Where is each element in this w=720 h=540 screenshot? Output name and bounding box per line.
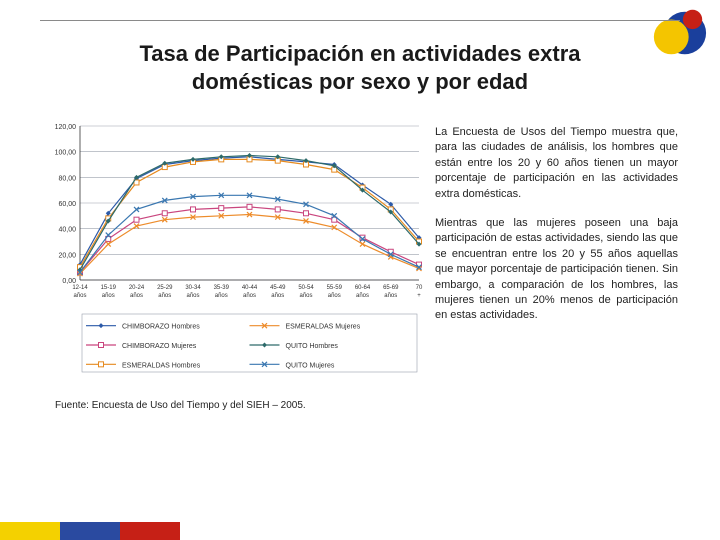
svg-text:0,00: 0,00 [62, 278, 76, 285]
svg-text:15-19: 15-19 [101, 285, 117, 291]
svg-text:años: años [73, 293, 86, 299]
svg-text:+: + [417, 293, 421, 299]
svg-text:70: 70 [416, 285, 423, 291]
svg-text:años: años [271, 293, 284, 299]
svg-text:CHIMBORAZO Hombres: CHIMBORAZO Hombres [122, 324, 200, 331]
paragraph-1: La Encuesta de Usos del Tiempo muestra q… [435, 125, 678, 202]
footer-blue [60, 522, 120, 540]
participation-chart: 0,00 20,00 40,00 60,00 80,00 100,00 120,00 12-1… [40, 120, 425, 380]
svg-text:25-29: 25-29 [157, 285, 173, 291]
svg-text:20-24: 20-24 [129, 285, 145, 291]
svg-text:años: años [299, 293, 312, 299]
svg-text:60-64: 60-64 [355, 285, 371, 291]
svg-text:años: años [356, 293, 369, 299]
svg-text:40,00: 40,00 [58, 227, 76, 234]
title-line1: Tasa de Participación en actividades ext… [139, 41, 580, 66]
svg-text:años: años [328, 293, 341, 299]
svg-text:años: años [158, 293, 171, 299]
svg-text:QUITO Hombres: QUITO Hombres [286, 343, 339, 350]
svg-text:años: años [215, 293, 228, 299]
svg-text:60,00: 60,00 [58, 201, 76, 208]
top-divider [40, 20, 680, 21]
footer-red [120, 522, 180, 540]
paragraph-2: Mientras que las mujeres poseen una baja… [435, 216, 678, 324]
svg-text:55-59: 55-59 [327, 285, 343, 291]
svg-text:65-69: 65-69 [383, 285, 399, 291]
svg-text:años: años [102, 293, 115, 299]
svg-text:30-34: 30-34 [185, 285, 201, 291]
title-line2: domésticas por sexo y por edad [192, 69, 528, 94]
svg-text:años: años [186, 293, 199, 299]
svg-text:QUITO Mujeres: QUITO Mujeres [286, 362, 335, 369]
svg-text:años: años [130, 293, 143, 299]
page-title: Tasa de Participación en actividades ext… [0, 40, 720, 95]
source-citation: Fuente: Encuesta de Uso del Tiempo y del… [55, 400, 306, 411]
body-text: La Encuesta de Usos del Tiempo muestra q… [435, 125, 678, 338]
footer-flag-bar [0, 522, 180, 540]
svg-text:120,00: 120,00 [55, 124, 77, 131]
svg-text:80,00: 80,00 [58, 175, 76, 182]
svg-text:12-14: 12-14 [72, 285, 88, 291]
svg-text:CHIMBORAZO Mujeres: CHIMBORAZO Mujeres [122, 343, 197, 350]
svg-text:40-44: 40-44 [242, 285, 258, 291]
svg-text:años: años [384, 293, 397, 299]
svg-text:ESMERALDAS Hombres: ESMERALDAS Hombres [122, 362, 201, 369]
svg-text:ESMERALDAS Mujeres: ESMERALDAS Mujeres [286, 324, 361, 331]
svg-text:50-54: 50-54 [298, 285, 314, 291]
svg-text:35-39: 35-39 [214, 285, 230, 291]
svg-text:años: años [243, 293, 256, 299]
svg-text:100,00: 100,00 [55, 150, 77, 157]
svg-text:20,00: 20,00 [58, 252, 76, 259]
svg-text:45-49: 45-49 [270, 285, 286, 291]
footer-yellow [0, 522, 60, 540]
